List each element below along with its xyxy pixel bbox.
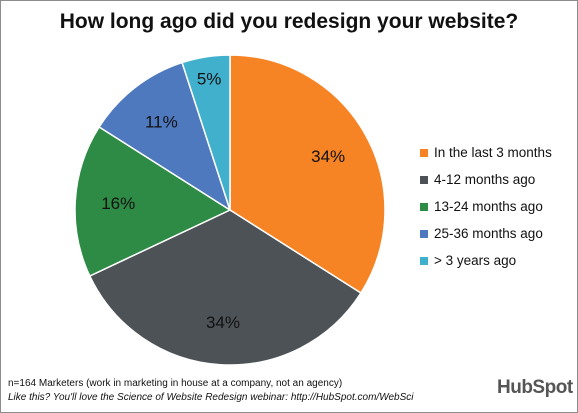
legend-item-last-3-months: In the last 3 months	[420, 139, 552, 166]
legend-swatch	[420, 202, 428, 211]
footnote: n=164 Marketers (work in marketing in ho…	[8, 377, 413, 405]
legend-swatch	[420, 229, 428, 238]
legend-item-25-36-months: 25-36 months ago	[420, 220, 552, 247]
slice-label-over-3-years: 5%	[197, 69, 222, 88]
slice-25-36-months	[98, 61, 232, 212]
legend-swatch	[420, 256, 428, 265]
slice-4-12-months	[88, 209, 362, 366]
legend-label: 4-12 months ago	[434, 172, 536, 187]
legend-label: In the last 3 months	[434, 145, 552, 160]
legend-label: > 3 years ago	[434, 253, 517, 268]
slice-over-3-years	[181, 54, 231, 211]
legend-item-13-24-months: 13-24 months ago	[420, 193, 552, 220]
legend-item-over-3-years: > 3 years ago	[420, 247, 552, 274]
legend-label: 13-24 months ago	[434, 199, 543, 214]
slice-label-13-24-months: 16%	[101, 194, 135, 213]
hubspot-logo: HubSpot	[497, 377, 573, 398]
slice-label-25-36-months: 11%	[145, 113, 178, 132]
promo-note: Like this? You'll love the Science of We…	[8, 392, 414, 403]
legend-label: 25-36 months ago	[434, 226, 543, 241]
sample-note: n=164 Marketers (work in marketing in ho…	[8, 378, 343, 389]
chart-title: How long ago did you redesign your websi…	[59, 10, 519, 33]
slice-label-last-3-months: 34%	[311, 147, 345, 166]
legend-swatch	[420, 175, 428, 184]
slice-label-4-12-months: 34%	[206, 313, 240, 332]
legend-item-4-12-months: 4-12 months ago	[420, 166, 552, 193]
slice-last-3-months	[229, 54, 386, 295]
legend: In the last 3 months 4-12 months ago 13-24…	[420, 139, 552, 274]
slice-13-24-months	[74, 125, 232, 277]
legend-swatch	[420, 148, 428, 157]
